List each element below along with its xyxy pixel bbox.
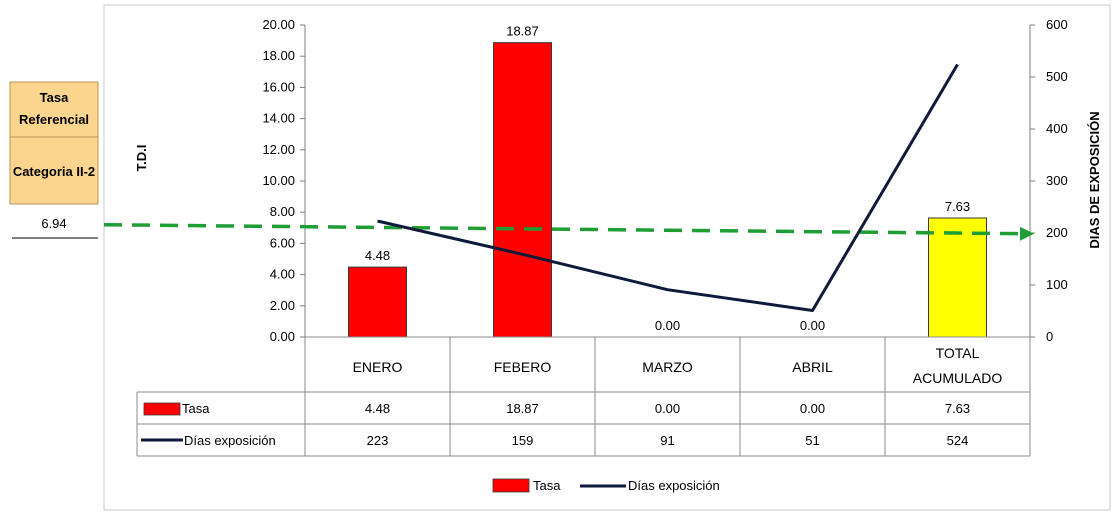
plot-area: 0.00 2.00 4.00 6.00 8.00 10.00 12.00 14.00 16.00…	[103, 17, 1102, 493]
left-axis-tick-label: 14.00	[262, 111, 295, 126]
category-label: ACUMULADO	[913, 370, 1003, 386]
table-cell-tasa: 0.00	[800, 401, 825, 416]
right-axis-tick-label: 200	[1046, 225, 1068, 240]
bar-tasa	[928, 217, 987, 338]
reference-line	[103, 222, 1027, 236]
chart-frame	[103, 4, 1111, 511]
left-axis-tick-label: 20.00	[262, 17, 295, 32]
right-axis-tick-label: 300	[1046, 173, 1068, 188]
table-cell-dias: 223	[367, 433, 389, 448]
bar-data-label: 0.00	[655, 318, 680, 333]
left-axis-tick-label: 4.00	[270, 267, 295, 282]
left-axis-tick-label: 6.00	[270, 235, 295, 250]
table-cell-dias: 91	[660, 433, 674, 448]
table-cell-tasa: 0.00	[655, 401, 680, 416]
legend-key-tasa	[492, 478, 530, 493]
table-cell-tasa: 4.48	[365, 401, 390, 416]
category-label: FEBERO	[494, 359, 552, 375]
legend-label-dias: Días exposición	[628, 478, 720, 493]
right-axis-tick-label: 0	[1046, 329, 1053, 344]
bar-data-label: 7.63	[945, 199, 970, 214]
reference-header-line1: Tasa	[40, 90, 69, 105]
left-axis-tick-label: 8.00	[270, 204, 295, 219]
bar-data-label: 18.87	[506, 24, 539, 39]
line-dias-exposicion	[377, 63, 959, 312]
reference-value: 6.94	[41, 216, 66, 231]
right-axis-tick-label: 600	[1046, 17, 1068, 32]
table-legend-key-tasa	[143, 402, 181, 416]
bar-tasa	[493, 42, 552, 338]
right-axis-tick-label: 100	[1046, 277, 1068, 292]
left-axis-tick-label: 16.00	[262, 79, 295, 94]
right-axis-title: DIAS DE EXPOSICIÓN	[1087, 111, 1102, 248]
reference-category: Categoria II-2	[13, 164, 95, 179]
legend-label-tasa: Tasa	[533, 478, 561, 493]
category-label: ABRIL	[792, 359, 833, 375]
table-cell-dias: 524	[947, 433, 969, 448]
table-row-header-tasa: Tasa	[182, 401, 210, 416]
right-axis-tick-label: 500	[1046, 69, 1068, 84]
table-cell-dias: 159	[512, 433, 534, 448]
category-label: TOTAL	[936, 345, 980, 361]
left-axis-title: T.D.I	[134, 145, 149, 172]
bar-data-label: 4.48	[365, 248, 390, 263]
reference-header-line2: Referencial	[19, 112, 89, 127]
bar-data-label: 0.00	[800, 318, 825, 333]
left-axis-tick-label: 0.00	[270, 329, 295, 344]
reference-box: Tasa Referencial Categoria II-2 6.94	[9, 81, 99, 239]
table-cell-tasa: 18.87	[506, 401, 539, 416]
category-label: ENERO	[353, 359, 403, 375]
table-row-header-dias: Días exposición	[184, 433, 276, 448]
right-axis-tick-label: 400	[1046, 121, 1068, 136]
bar-tasa	[348, 266, 407, 338]
table-cell-dias: 51	[805, 433, 819, 448]
table-cell-tasa: 7.63	[945, 401, 970, 416]
left-axis-tick-label: 12.00	[262, 142, 295, 157]
reference-line-arrowhead	[1020, 226, 1034, 241]
left-axis-tick-label: 2.00	[270, 298, 295, 313]
reference-box-background	[9, 81, 99, 205]
left-axis-tick-label: 10.00	[262, 173, 295, 188]
category-label: MARZO	[642, 359, 693, 375]
left-axis-tick-label: 18.00	[262, 48, 295, 63]
